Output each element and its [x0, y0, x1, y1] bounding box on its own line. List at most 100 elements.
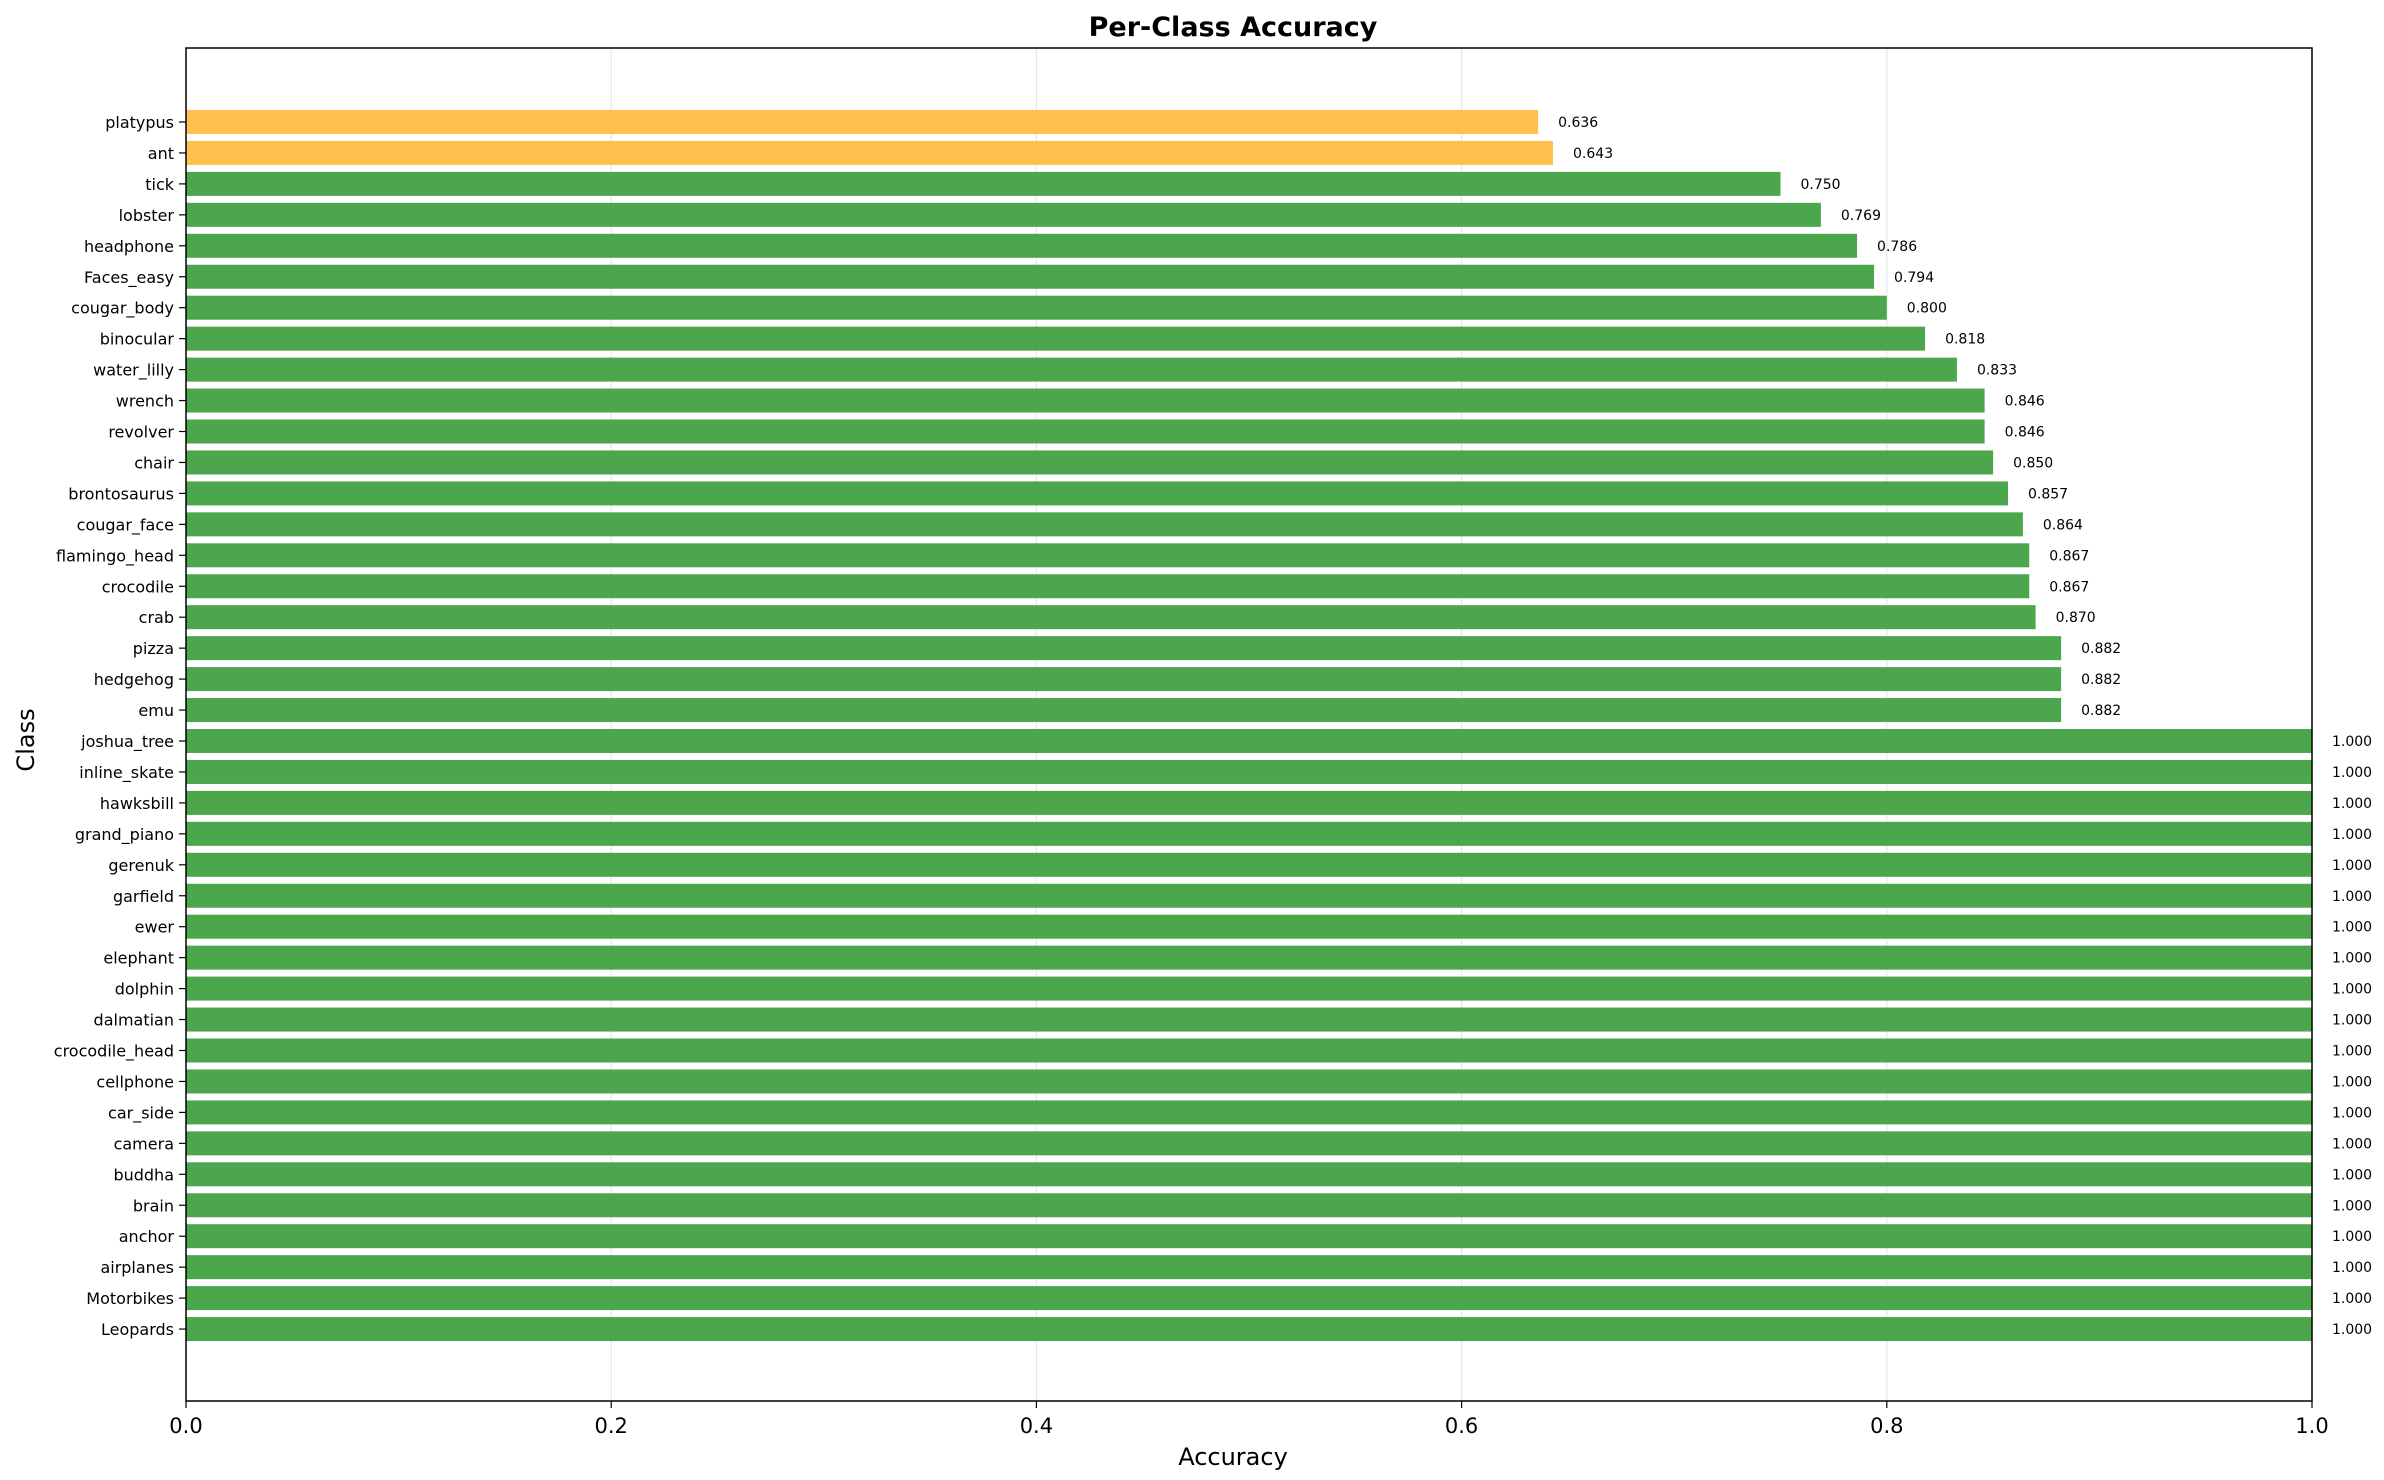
bar: [186, 605, 2036, 630]
y-tick-label: joshua_tree: [80, 732, 174, 752]
bar-value-label: 1.000: [2332, 1167, 2372, 1183]
bar: [186, 1100, 2312, 1125]
bar-value-label: 0.786: [1877, 239, 1917, 255]
bar: [186, 945, 2312, 970]
bar: [186, 976, 2312, 1001]
y-tick-label: brain: [133, 1196, 174, 1215]
bar: [186, 667, 2062, 692]
bar-value-label: 0.850: [2013, 455, 2053, 471]
y-tick-label: brontosaurus: [68, 484, 174, 503]
y-tick-label: chair: [134, 453, 174, 472]
bar: [186, 574, 2030, 599]
bar: [186, 1038, 2312, 1063]
bar-value-label: 0.846: [2005, 394, 2045, 410]
bar-value-label: 0.636: [1558, 115, 1598, 131]
bar-value-label: 1.000: [2332, 951, 2372, 967]
bar-value-label: 1.000: [2332, 982, 2372, 998]
bar-value-label: 0.857: [2028, 486, 2068, 502]
y-tick-label: Motorbikes: [86, 1289, 174, 1308]
bar: [186, 883, 2312, 908]
y-tick-label: camera: [114, 1134, 174, 1153]
y-tick-label: airplanes: [100, 1258, 174, 1277]
bar-value-label: 0.882: [2081, 641, 2121, 657]
bar: [186, 1317, 2312, 1342]
bar-value-label: 1.000: [2332, 889, 2372, 905]
bar-value-label: 0.643: [1573, 146, 1613, 162]
bar: [186, 914, 2312, 939]
x-tick-label: 0.0: [169, 1414, 202, 1438]
bar: [186, 140, 1554, 165]
x-tick-label: 0.8: [1870, 1414, 1903, 1438]
bar: [186, 419, 1985, 444]
bars: [186, 110, 2312, 1342]
y-tick-label: Leopards: [101, 1320, 174, 1339]
y-tick-label: water_lilly: [93, 361, 174, 381]
bar-value-label: 1.000: [2332, 1291, 2372, 1307]
y-tick-label: cougar_body: [71, 299, 174, 319]
bar: [186, 388, 1985, 413]
bar-value-label: 1.000: [2332, 1260, 2372, 1276]
bar: [186, 512, 2023, 537]
x-tick-label: 0.6: [1445, 1414, 1478, 1438]
bar-value-label: 0.867: [2049, 579, 2089, 595]
bar-value-label: 1.000: [2332, 1229, 2372, 1245]
y-tick-label: anchor: [119, 1227, 175, 1246]
y-tick-label: gerenuk: [108, 856, 174, 875]
y-tick-label: ewer: [135, 918, 175, 937]
y-tick-label: pizza: [133, 639, 174, 658]
bar: [186, 790, 2312, 815]
bar: [186, 1162, 2312, 1187]
bar-value-label: 1.000: [2332, 1198, 2372, 1214]
x-tick-label: 0.4: [1020, 1414, 1053, 1438]
bar-value-label: 0.867: [2049, 548, 2089, 564]
y-tick-label: grand_piano: [75, 825, 174, 845]
bar: [186, 1131, 2312, 1156]
x-tick-label: 0.2: [594, 1414, 627, 1438]
bar: [186, 1224, 2312, 1249]
bar-value-label: 1.000: [2332, 765, 2372, 781]
bar: [186, 326, 1926, 351]
bar-value-label: 0.818: [1945, 332, 1985, 348]
bar-value-label: 0.846: [2005, 425, 2045, 441]
y-tick-label: flamingo_head: [56, 546, 174, 566]
bar: [186, 821, 2312, 846]
bar: [186, 1255, 2312, 1280]
plot-frame: [185, 47, 2313, 1402]
bar-value-label: 0.882: [2081, 703, 2121, 719]
bar-value-label: 0.882: [2081, 672, 2121, 688]
y-tick-label: car_side: [108, 1103, 174, 1123]
bar: [186, 264, 1875, 289]
bar-value-label: 0.750: [1801, 177, 1841, 193]
bar-value-label: 1.000: [2332, 1044, 2372, 1060]
y-tick-label: dalmatian: [94, 1011, 174, 1030]
bar: [186, 295, 1887, 320]
bar-value-label: 0.794: [1894, 270, 1934, 286]
bar-value-label: 1.000: [2332, 827, 2372, 843]
bar: [186, 110, 1539, 134]
bar-value-label: 0.833: [1977, 363, 2017, 379]
bar-value-label: 1.000: [2332, 1013, 2372, 1029]
y-tick-label: hawksbill: [100, 794, 174, 813]
bar: [186, 852, 2312, 877]
y-tick-label: hedgehog: [94, 670, 174, 689]
y-tick-label: garfield: [113, 887, 174, 906]
y-tick-label: crocodile: [102, 577, 174, 596]
bar: [186, 698, 2062, 723]
chart-title: Per-Class Accuracy: [1089, 12, 1378, 43]
bar: [186, 450, 1994, 475]
bar: [186, 481, 2008, 506]
bar: [186, 636, 2062, 661]
bar-value-label: 1.000: [2332, 1136, 2372, 1152]
y-tick-label: emu: [138, 701, 174, 720]
bar-value-label: 1.000: [2332, 920, 2372, 936]
bar: [186, 759, 2312, 784]
y-tick-label: revolver: [108, 423, 174, 442]
bar-value-label: 0.870: [2056, 610, 2096, 626]
bar: [186, 171, 1781, 196]
x-axis-label: Accuracy: [1178, 1443, 1288, 1471]
y-tick-label: headphone: [84, 237, 174, 256]
bar-value-label: 1.000: [2332, 796, 2372, 812]
y-tick-label: ant: [148, 144, 174, 163]
